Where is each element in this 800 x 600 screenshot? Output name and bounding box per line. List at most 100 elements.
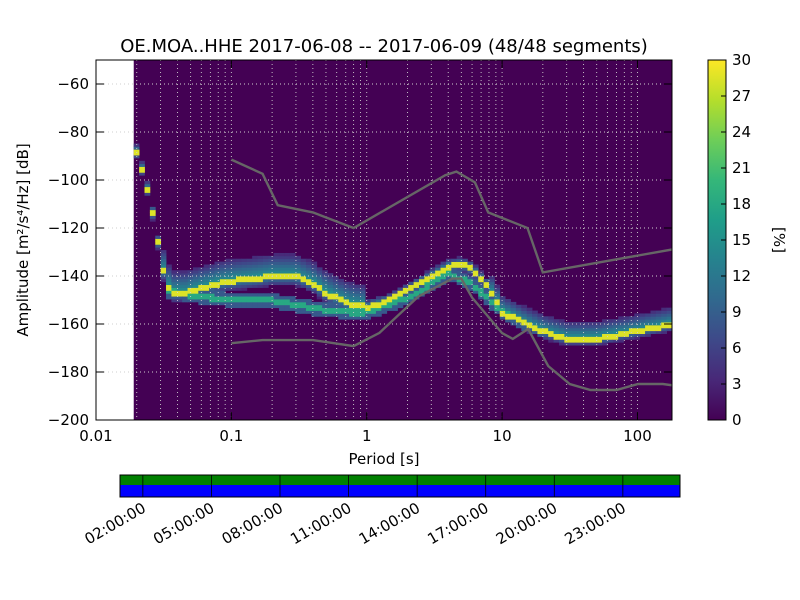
heatmap-cell [462,267,468,271]
heatmap-cell [300,264,307,268]
heatmap-cell [494,290,501,294]
heatmap-cell [279,299,285,303]
heatmap-cell [225,278,232,283]
heatmap-cell [580,324,587,329]
heatmap-cell [338,299,345,303]
heatmap-cell [499,310,506,314]
heatmap-cell [144,180,151,185]
heatmap-cell [305,278,312,283]
heatmap-cell [397,304,404,309]
heatmap-cell [171,270,178,274]
heatmap-cell [144,192,151,196]
heatmap-cell [618,324,624,329]
heatmap-cell [521,319,528,323]
heatmap-cell [311,304,318,309]
heatmap-cell [359,310,366,314]
heatmap-cell [311,284,318,288]
heatmap-cell [149,218,156,222]
heatmap-cell [569,330,576,334]
plot-frame [95,59,673,421]
heatmap-cell [456,267,463,271]
heatmap-cell [354,284,361,288]
heatmap-cell [214,264,221,268]
heatmap-cell [203,287,210,291]
heatmap-cell [133,152,140,156]
heatmap-cell [661,316,668,320]
heatmap-cell [268,276,275,280]
heatmap-cell [408,293,415,297]
heatmap-cell [488,299,495,303]
heatmap-cell [241,264,248,268]
heatmap-cell [381,304,388,309]
heatmap-cell [564,327,571,332]
heatmap-cell [166,293,172,297]
heatmap-cell [472,264,479,268]
heatmap-cell [478,296,484,300]
heatmap-cell [499,313,506,317]
heatmap-cell [623,324,630,329]
heatmap-cell [499,296,506,300]
heatmap-cell [198,301,205,306]
heatmap-cell [300,276,307,280]
heatmap-cell [370,313,377,317]
heatmap-cells [133,143,672,346]
heatmap-cell [666,324,672,329]
heatmap-cell [634,313,641,317]
heatmap-cell [192,276,199,280]
heatmap-cell [558,342,565,346]
heatmap-cell [316,307,323,311]
heatmap-cell [354,287,361,291]
heatmap-cell [338,316,345,320]
heatmap-cell [338,287,345,291]
heatmap-cell [569,339,576,343]
heatmap-cell [370,307,377,311]
heatmap-cell [505,307,511,311]
heatmap-cell [284,304,291,309]
heatmap-cell [612,322,619,326]
heatmap-cell [209,276,215,280]
heatmap-cell [462,276,468,280]
heatmap-cell [639,313,646,317]
heatmap-cell [252,278,258,283]
heatmap-cell [225,270,232,274]
heatmap-cell [284,255,291,260]
x-tick-label: 100 [623,427,652,445]
heatmap-cell [198,293,205,297]
heatmap-cell [456,270,463,274]
heatmap-cell [526,316,533,320]
heatmap-cell [176,290,183,294]
heatmap-cell [252,299,258,303]
heatmap-cell [429,281,436,286]
heatmap-cell [413,284,420,288]
heatmap-cell [332,296,339,300]
heatmap-cell [532,313,538,317]
heatmap-cell [478,284,484,288]
heatmap-cell [279,270,285,274]
heatmap-cell [311,301,318,306]
heatmap-cell [160,261,167,265]
heatmap-cell [375,301,382,306]
heatmap-cell [289,276,296,280]
heatmap-cell [338,281,345,286]
heatmap-cell [456,255,463,260]
heatmap-cell [219,267,226,271]
heatmap-cell [241,278,248,283]
heatmap-cell [381,310,388,314]
heatmap-cell [182,276,188,280]
heatmap-cell [510,304,517,309]
heatmap-cell [155,235,162,239]
heatmap-cell [607,339,614,343]
heatmap-cell [268,301,275,306]
heatmap-cell [661,330,668,334]
heatmap-cell [440,267,447,271]
heatmap-cell [316,296,323,300]
heatmap-cell [548,322,554,326]
heatmap-cell [182,296,188,300]
heatmap-cell [160,270,167,274]
heatmap-cell [515,307,522,311]
heatmap-cell [505,316,511,320]
heatmap-cell [532,327,538,332]
heatmap-cell [650,310,657,314]
heatmap-cell [327,278,334,283]
heatmap-cell [494,293,501,297]
